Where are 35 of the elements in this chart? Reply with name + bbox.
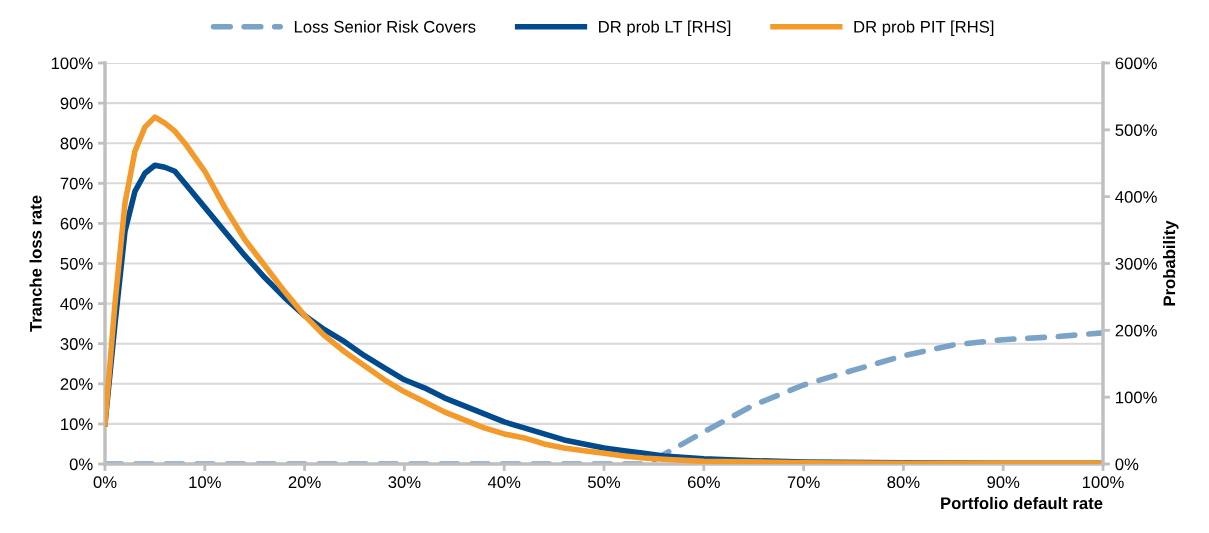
- y2-tick-label: 200%: [1115, 324, 1157, 337]
- x-tick-label: 50%: [587, 476, 621, 489]
- y-tick-label: 30%: [60, 338, 93, 350]
- y-tick-label: 60%: [60, 217, 93, 230]
- x-tick-label: 10%: [189, 476, 221, 489]
- legend-label: DR prob PIT [RHS]: [854, 20, 994, 36]
- y-tick-label: 80%: [60, 137, 93, 150]
- x-axis-title: Portfolio default rate: [941, 496, 1103, 510]
- y2-tick-label: 300%: [1115, 257, 1157, 270]
- y2-axis-title: Probability: [1162, 220, 1179, 306]
- y-tick-label: 100%: [51, 57, 93, 70]
- y-tick-label: 0%: [69, 458, 93, 471]
- legend-label: DR prob LT [RHS]: [599, 20, 731, 36]
- y-axis-title: Tranche loss rate: [29, 195, 42, 332]
- x-tick-label: 70%: [787, 476, 820, 489]
- x-tick-label: 100%: [1082, 476, 1124, 489]
- y2-tick-label: 500%: [1115, 124, 1157, 137]
- x-tick-label: 90%: [987, 476, 1020, 489]
- x-tick-label: 30%: [388, 476, 421, 489]
- y-tick-label: 70%: [60, 177, 93, 190]
- y-tick-label: 50%: [60, 257, 93, 270]
- y2-tick-label: 100%: [1116, 391, 1157, 404]
- x-tick-label: 20%: [288, 476, 321, 489]
- x-tick-label: 40%: [487, 476, 521, 489]
- legend-label: Loss Senior Risk Covers: [294, 20, 476, 33]
- y2-tick-label: 0%: [1115, 458, 1139, 471]
- y-tick-label: 10%: [61, 418, 93, 431]
- y-tick-label: 40%: [60, 298, 93, 310]
- y2-tick-label: 600%: [1115, 57, 1157, 70]
- x-tick-label: 0%: [93, 476, 117, 489]
- y-tick-label: 90%: [60, 97, 93, 110]
- y-tick-label: 20%: [60, 378, 93, 390]
- x-tick-label: 80%: [887, 476, 920, 489]
- x-tick-label: 60%: [687, 476, 720, 489]
- y2-tick-label: 400%: [1115, 191, 1157, 203]
